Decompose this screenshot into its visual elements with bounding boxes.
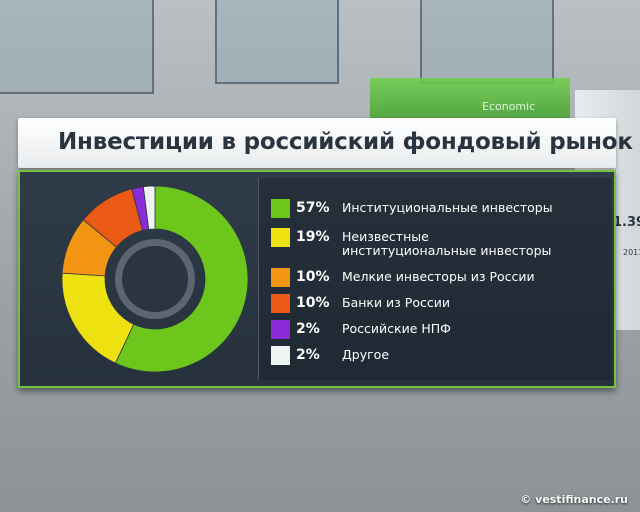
- legend-swatch: [271, 346, 290, 365]
- legend-item-0: 57% Институциональные инвесторы: [271, 198, 562, 219]
- legend-item-3: 10% Банки из России: [271, 293, 562, 314]
- legend-swatch: [271, 320, 290, 339]
- legend-swatch: [271, 199, 290, 218]
- background-label: Economic: [482, 100, 536, 113]
- glass-cube-right: [420, 0, 554, 84]
- donut-slice-5: [142, 185, 156, 230]
- legend-swatch: [271, 228, 290, 247]
- background-value: 1.39: [613, 215, 640, 230]
- glass-cube-left: [0, 0, 154, 94]
- chart-panel: 57% Институциональные инвесторы 19% Неизвес…: [18, 170, 616, 388]
- legend-label: Мелкие инвесторы из России: [342, 269, 535, 284]
- legend: 57% Институциональные инвесторы 19% Неизвес…: [258, 178, 611, 380]
- legend-percent: 10%: [296, 295, 330, 311]
- credit-text: © vestifinance.ru: [520, 493, 628, 506]
- legend-label: Институциональные инвесторы: [342, 200, 553, 215]
- donut-slice-0: [114, 185, 249, 373]
- legend-label: Российские НПФ: [342, 321, 451, 336]
- glass-cube-center: [215, 0, 339, 84]
- donut-hole: [122, 246, 188, 312]
- legend-swatch: [271, 294, 290, 313]
- background-year: 2011: [623, 248, 640, 257]
- legend-item-5: 2% Другое: [271, 345, 562, 366]
- legend-label: Другое: [342, 347, 390, 362]
- legend-percent: 57%: [296, 200, 330, 216]
- legend-item-1: 19% Неизвестные институциональные инвесто…: [271, 227, 562, 258]
- chart-title: Инвестиции в российский фондовый рынок: [58, 129, 633, 155]
- legend-label: Банки из России: [342, 295, 450, 310]
- title-bar: Инвестиции в российский фондовый рынок: [18, 118, 633, 168]
- legend-label: Неизвестные институциональные инвесторы: [342, 229, 552, 258]
- legend-percent: 2%: [296, 347, 320, 363]
- legend-percent: 10%: [296, 269, 330, 285]
- donut-chart: [61, 185, 249, 373]
- legend-item-4: 2% Российские НПФ: [271, 319, 562, 340]
- legend-percent: 19%: [296, 229, 330, 245]
- legend-percent: 2%: [296, 321, 320, 337]
- legend-item-2: 10% Мелкие инвесторы из России: [271, 267, 562, 288]
- legend-swatch: [271, 268, 290, 287]
